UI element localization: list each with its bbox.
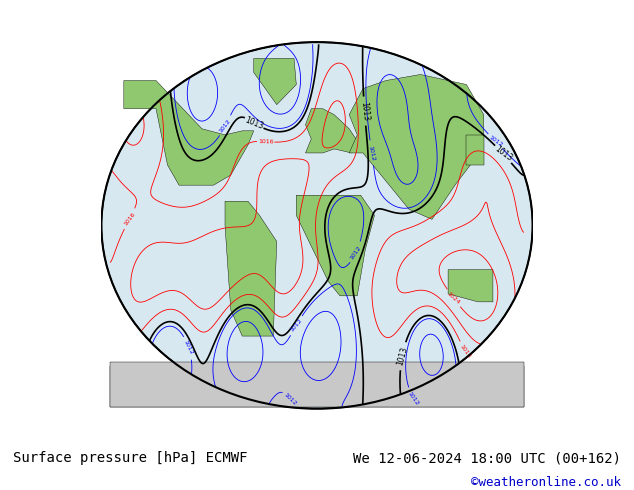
Text: 1012: 1012: [289, 318, 303, 333]
Polygon shape: [225, 201, 277, 336]
Polygon shape: [254, 58, 296, 105]
Text: 1024: 1024: [446, 291, 461, 305]
Text: 1016: 1016: [458, 344, 472, 360]
Text: 1013: 1013: [396, 345, 409, 367]
Text: 1012: 1012: [183, 340, 194, 356]
Ellipse shape: [101, 42, 533, 409]
Text: 1013: 1013: [493, 145, 514, 163]
Polygon shape: [124, 80, 254, 185]
Polygon shape: [467, 135, 484, 165]
Text: 1012: 1012: [349, 245, 363, 261]
Polygon shape: [296, 195, 375, 296]
Text: 1012: 1012: [283, 392, 297, 407]
Text: 1012: 1012: [407, 391, 420, 406]
Polygon shape: [306, 109, 357, 153]
Text: We 12-06-2024 18:00 UTC (00+162): We 12-06-2024 18:00 UTC (00+162): [353, 451, 621, 465]
Polygon shape: [349, 74, 484, 220]
Polygon shape: [448, 270, 493, 302]
Text: ©weatheronline.co.uk: ©weatheronline.co.uk: [471, 476, 621, 489]
Text: Surface pressure [hPa] ECMWF: Surface pressure [hPa] ECMWF: [13, 451, 247, 465]
Text: 1016: 1016: [123, 211, 136, 226]
Text: 1013: 1013: [359, 101, 370, 121]
Text: 1012: 1012: [219, 118, 232, 133]
Text: 1013: 1013: [243, 115, 265, 131]
Text: 1012: 1012: [368, 145, 376, 161]
Polygon shape: [110, 362, 524, 407]
Text: 1012: 1012: [488, 135, 503, 148]
Text: 1016: 1016: [258, 139, 273, 145]
Polygon shape: [110, 366, 524, 407]
